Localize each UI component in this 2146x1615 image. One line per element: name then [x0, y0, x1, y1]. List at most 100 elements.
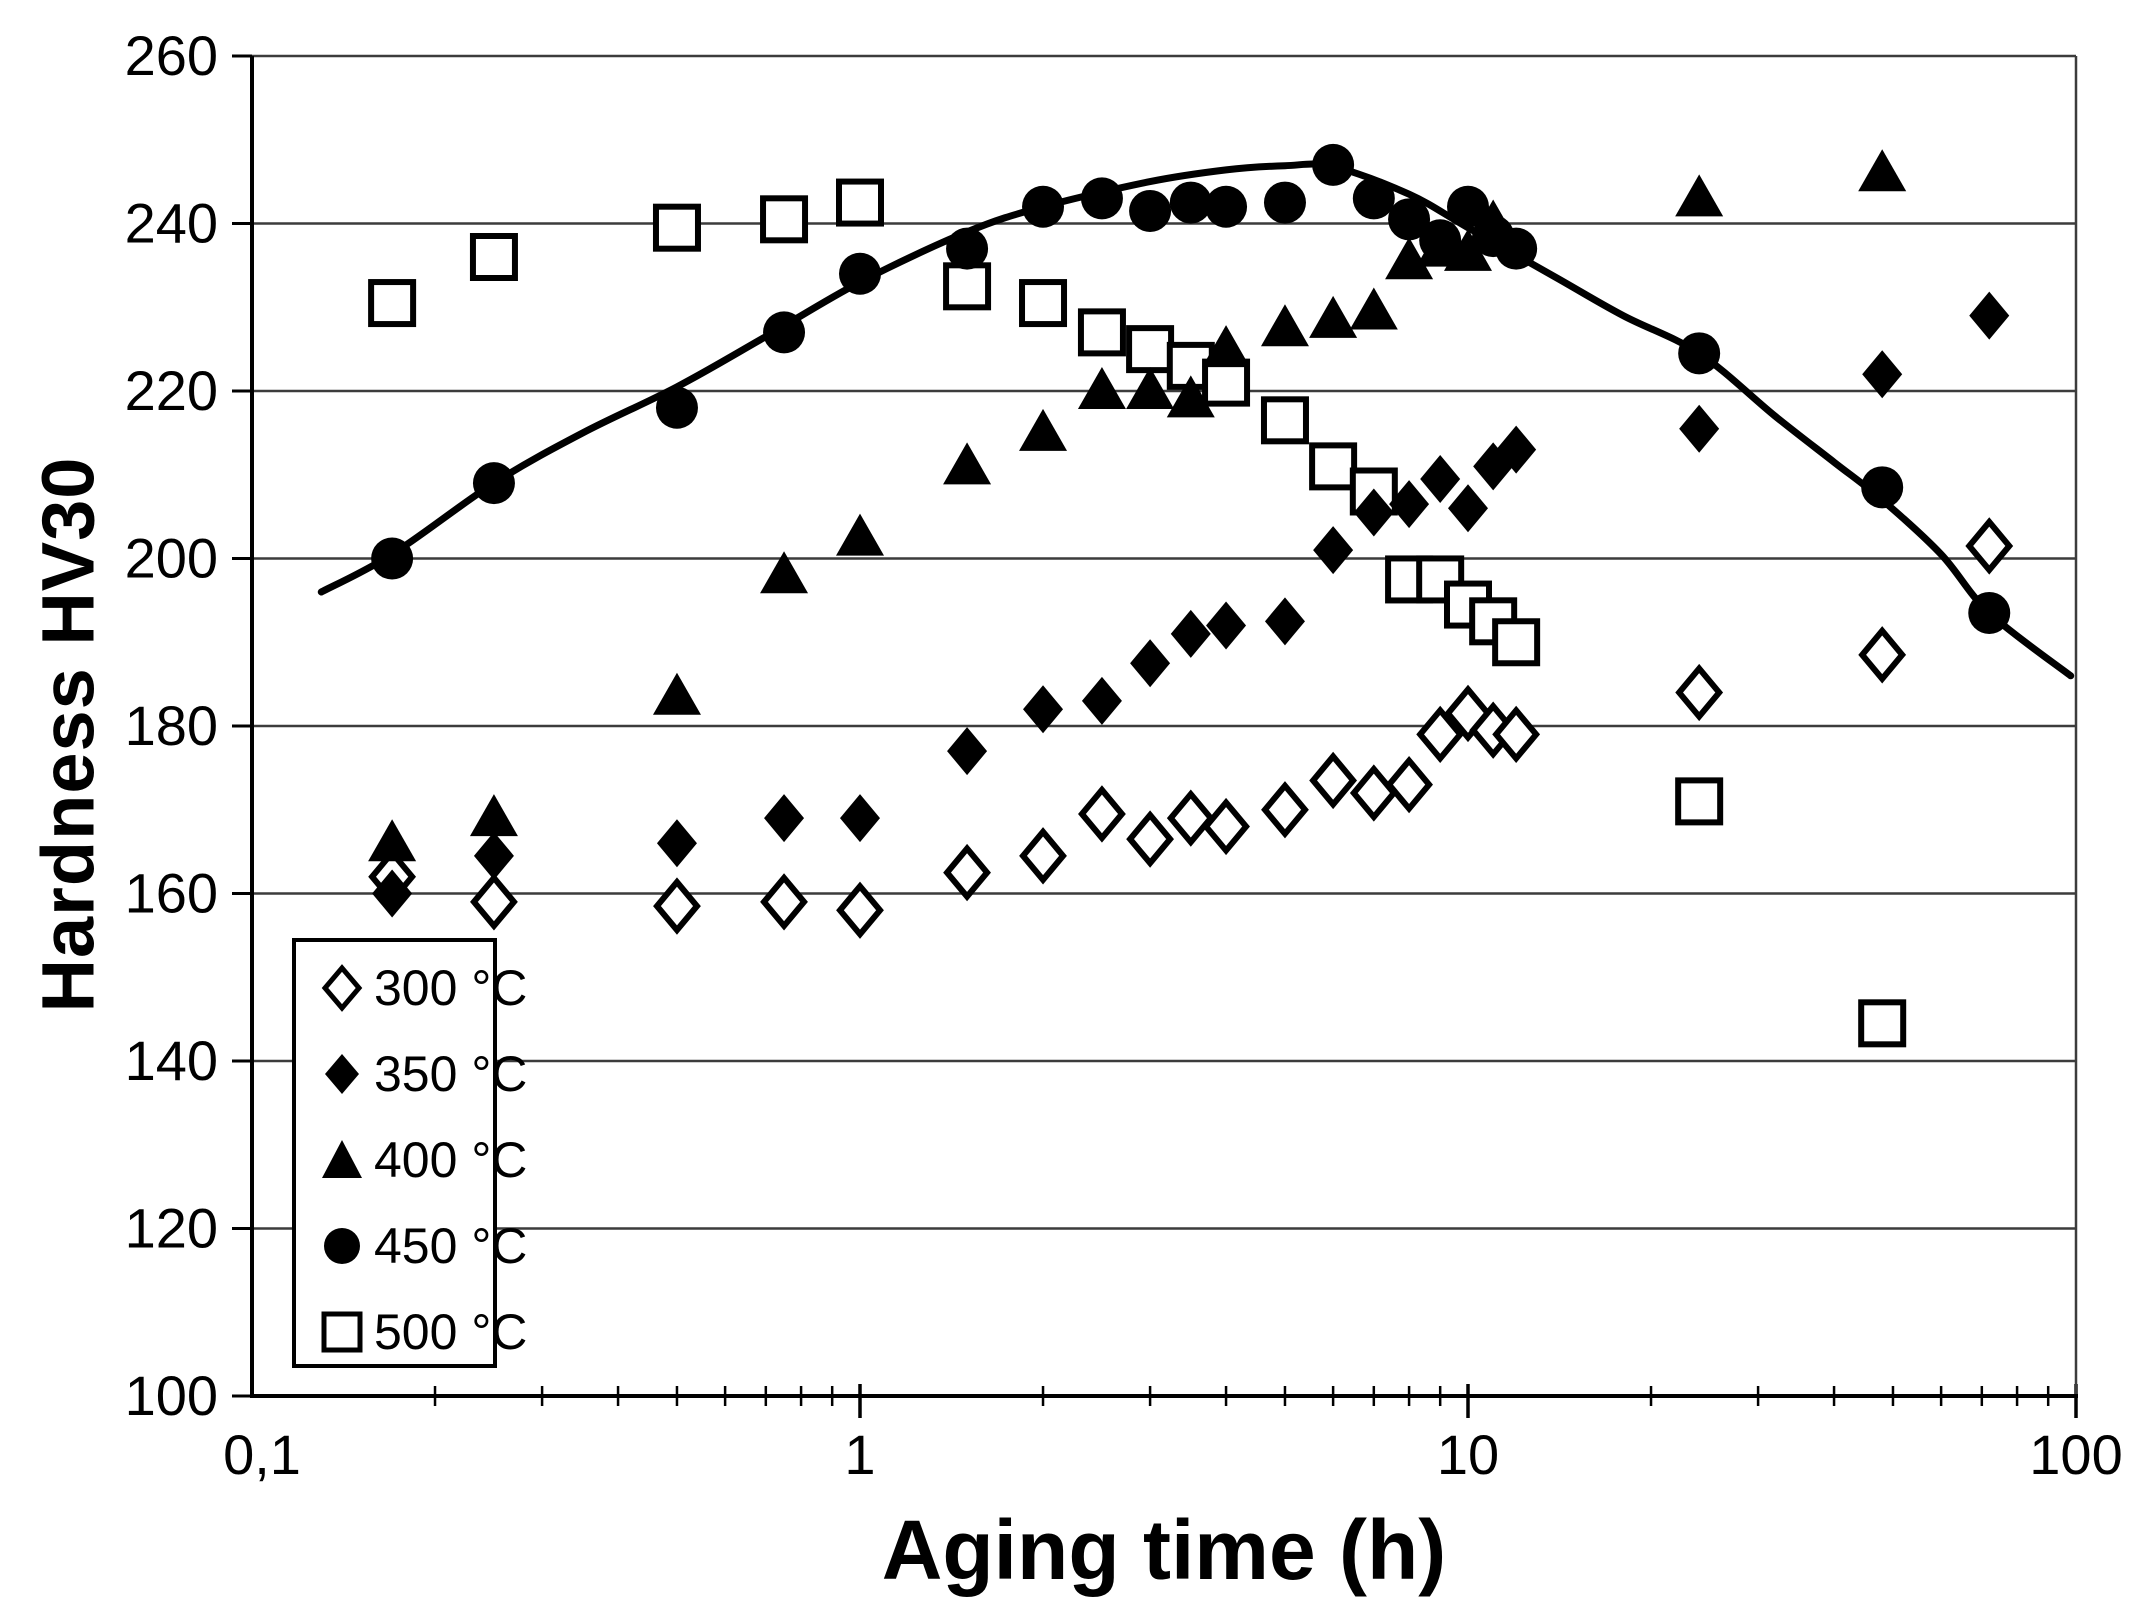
data-point — [1353, 488, 1394, 537]
data-point — [1309, 442, 1358, 491]
data-point — [653, 877, 701, 935]
data-point — [1419, 219, 1462, 262]
data-point — [943, 843, 991, 902]
data-point — [836, 513, 884, 556]
data-point — [947, 727, 988, 776]
data-point — [1022, 185, 1065, 228]
data-point — [1077, 308, 1126, 357]
data-point — [1023, 685, 1064, 734]
data-point — [1309, 751, 1358, 810]
legend-label: 350 °C — [374, 1046, 528, 1102]
data-point — [1019, 408, 1068, 451]
data-point — [1388, 198, 1431, 241]
y-tick-label: 220 — [125, 359, 218, 422]
x-tick-label: 100 — [2029, 1423, 2122, 1486]
legend-label: 450 °C — [374, 1218, 528, 1274]
data-point — [1202, 358, 1251, 407]
data-point — [656, 819, 697, 868]
data-point — [839, 252, 881, 295]
data-point — [760, 873, 808, 931]
data-point — [1202, 797, 1250, 856]
data-point — [760, 551, 809, 594]
y-tick-label: 180 — [125, 694, 218, 757]
data-point — [652, 203, 701, 252]
data-point — [1444, 684, 1492, 743]
data-point — [1019, 827, 1067, 885]
data-point — [1495, 227, 1538, 270]
diamond-solid-icon — [325, 1054, 359, 1094]
y-tick-label: 160 — [125, 862, 218, 925]
data-point — [368, 279, 417, 328]
data-point — [1309, 295, 1358, 338]
data-point — [1264, 597, 1305, 646]
data-point — [1385, 237, 1434, 280]
y-tick-label: 260 — [125, 24, 218, 87]
data-point — [1077, 367, 1126, 409]
square-open-icon — [321, 1311, 363, 1353]
data-point — [1420, 454, 1461, 503]
data-point — [1416, 555, 1465, 604]
data-point — [760, 195, 809, 244]
x-axis-title: Aging time (h) — [881, 1503, 1447, 1597]
data-point — [1492, 705, 1541, 764]
x-tick-label: 0,1 — [223, 1423, 301, 1486]
data-point — [1349, 287, 1398, 330]
data-point — [470, 873, 518, 931]
data-point — [655, 386, 698, 429]
data-point — [1448, 484, 1488, 533]
data-point — [1444, 228, 1492, 271]
data-point — [469, 794, 518, 837]
data-point — [1675, 174, 1724, 217]
data-point — [1313, 526, 1354, 575]
legend-label: 500 °C — [374, 1304, 528, 1360]
data-point — [1678, 332, 1721, 375]
data-point — [1492, 618, 1541, 667]
data-point — [1130, 639, 1171, 688]
data-point — [1129, 189, 1172, 232]
legend-label: 300 °C — [374, 960, 528, 1016]
data-point — [652, 672, 701, 715]
data-point — [1081, 676, 1122, 725]
legend-label: 400 °C — [374, 1132, 528, 1188]
data-point — [1261, 781, 1309, 839]
data-point — [1202, 325, 1251, 368]
circle-solid-icon — [324, 1228, 360, 1264]
data-point — [1389, 480, 1430, 529]
triangle-solid-icon — [322, 1140, 362, 1178]
data-point — [1679, 404, 1720, 453]
data-point — [1260, 304, 1309, 347]
data-point — [1126, 367, 1175, 409]
data-point — [1263, 181, 1306, 224]
data-point — [469, 233, 518, 281]
data-point — [764, 794, 805, 843]
data-point — [1385, 755, 1433, 814]
data-point — [1496, 425, 1537, 474]
data-point — [1312, 143, 1355, 186]
x-tick-label: 10 — [1437, 1423, 1499, 1486]
data-point — [1349, 764, 1398, 822]
data-point — [1166, 789, 1215, 847]
data-point — [1205, 185, 1248, 228]
data-point — [1675, 663, 1724, 722]
y-tick-label: 200 — [125, 527, 218, 590]
data-point — [1969, 291, 2010, 340]
data-point — [1352, 177, 1395, 220]
x-tick-label: 1 — [844, 1423, 875, 1486]
fit-curve — [317, 160, 2075, 680]
data-point — [1858, 626, 1907, 684]
data-point — [943, 442, 992, 485]
data-point — [836, 881, 884, 939]
data-point — [472, 462, 515, 505]
data-point — [1260, 396, 1309, 445]
data-point — [1126, 810, 1174, 868]
data-point — [372, 869, 413, 918]
data-point — [836, 178, 884, 227]
data-point — [1416, 705, 1465, 764]
data-point — [371, 537, 414, 580]
data-point — [763, 311, 806, 354]
data-point — [1675, 777, 1724, 826]
data-point — [473, 831, 514, 880]
data-point — [840, 794, 880, 843]
